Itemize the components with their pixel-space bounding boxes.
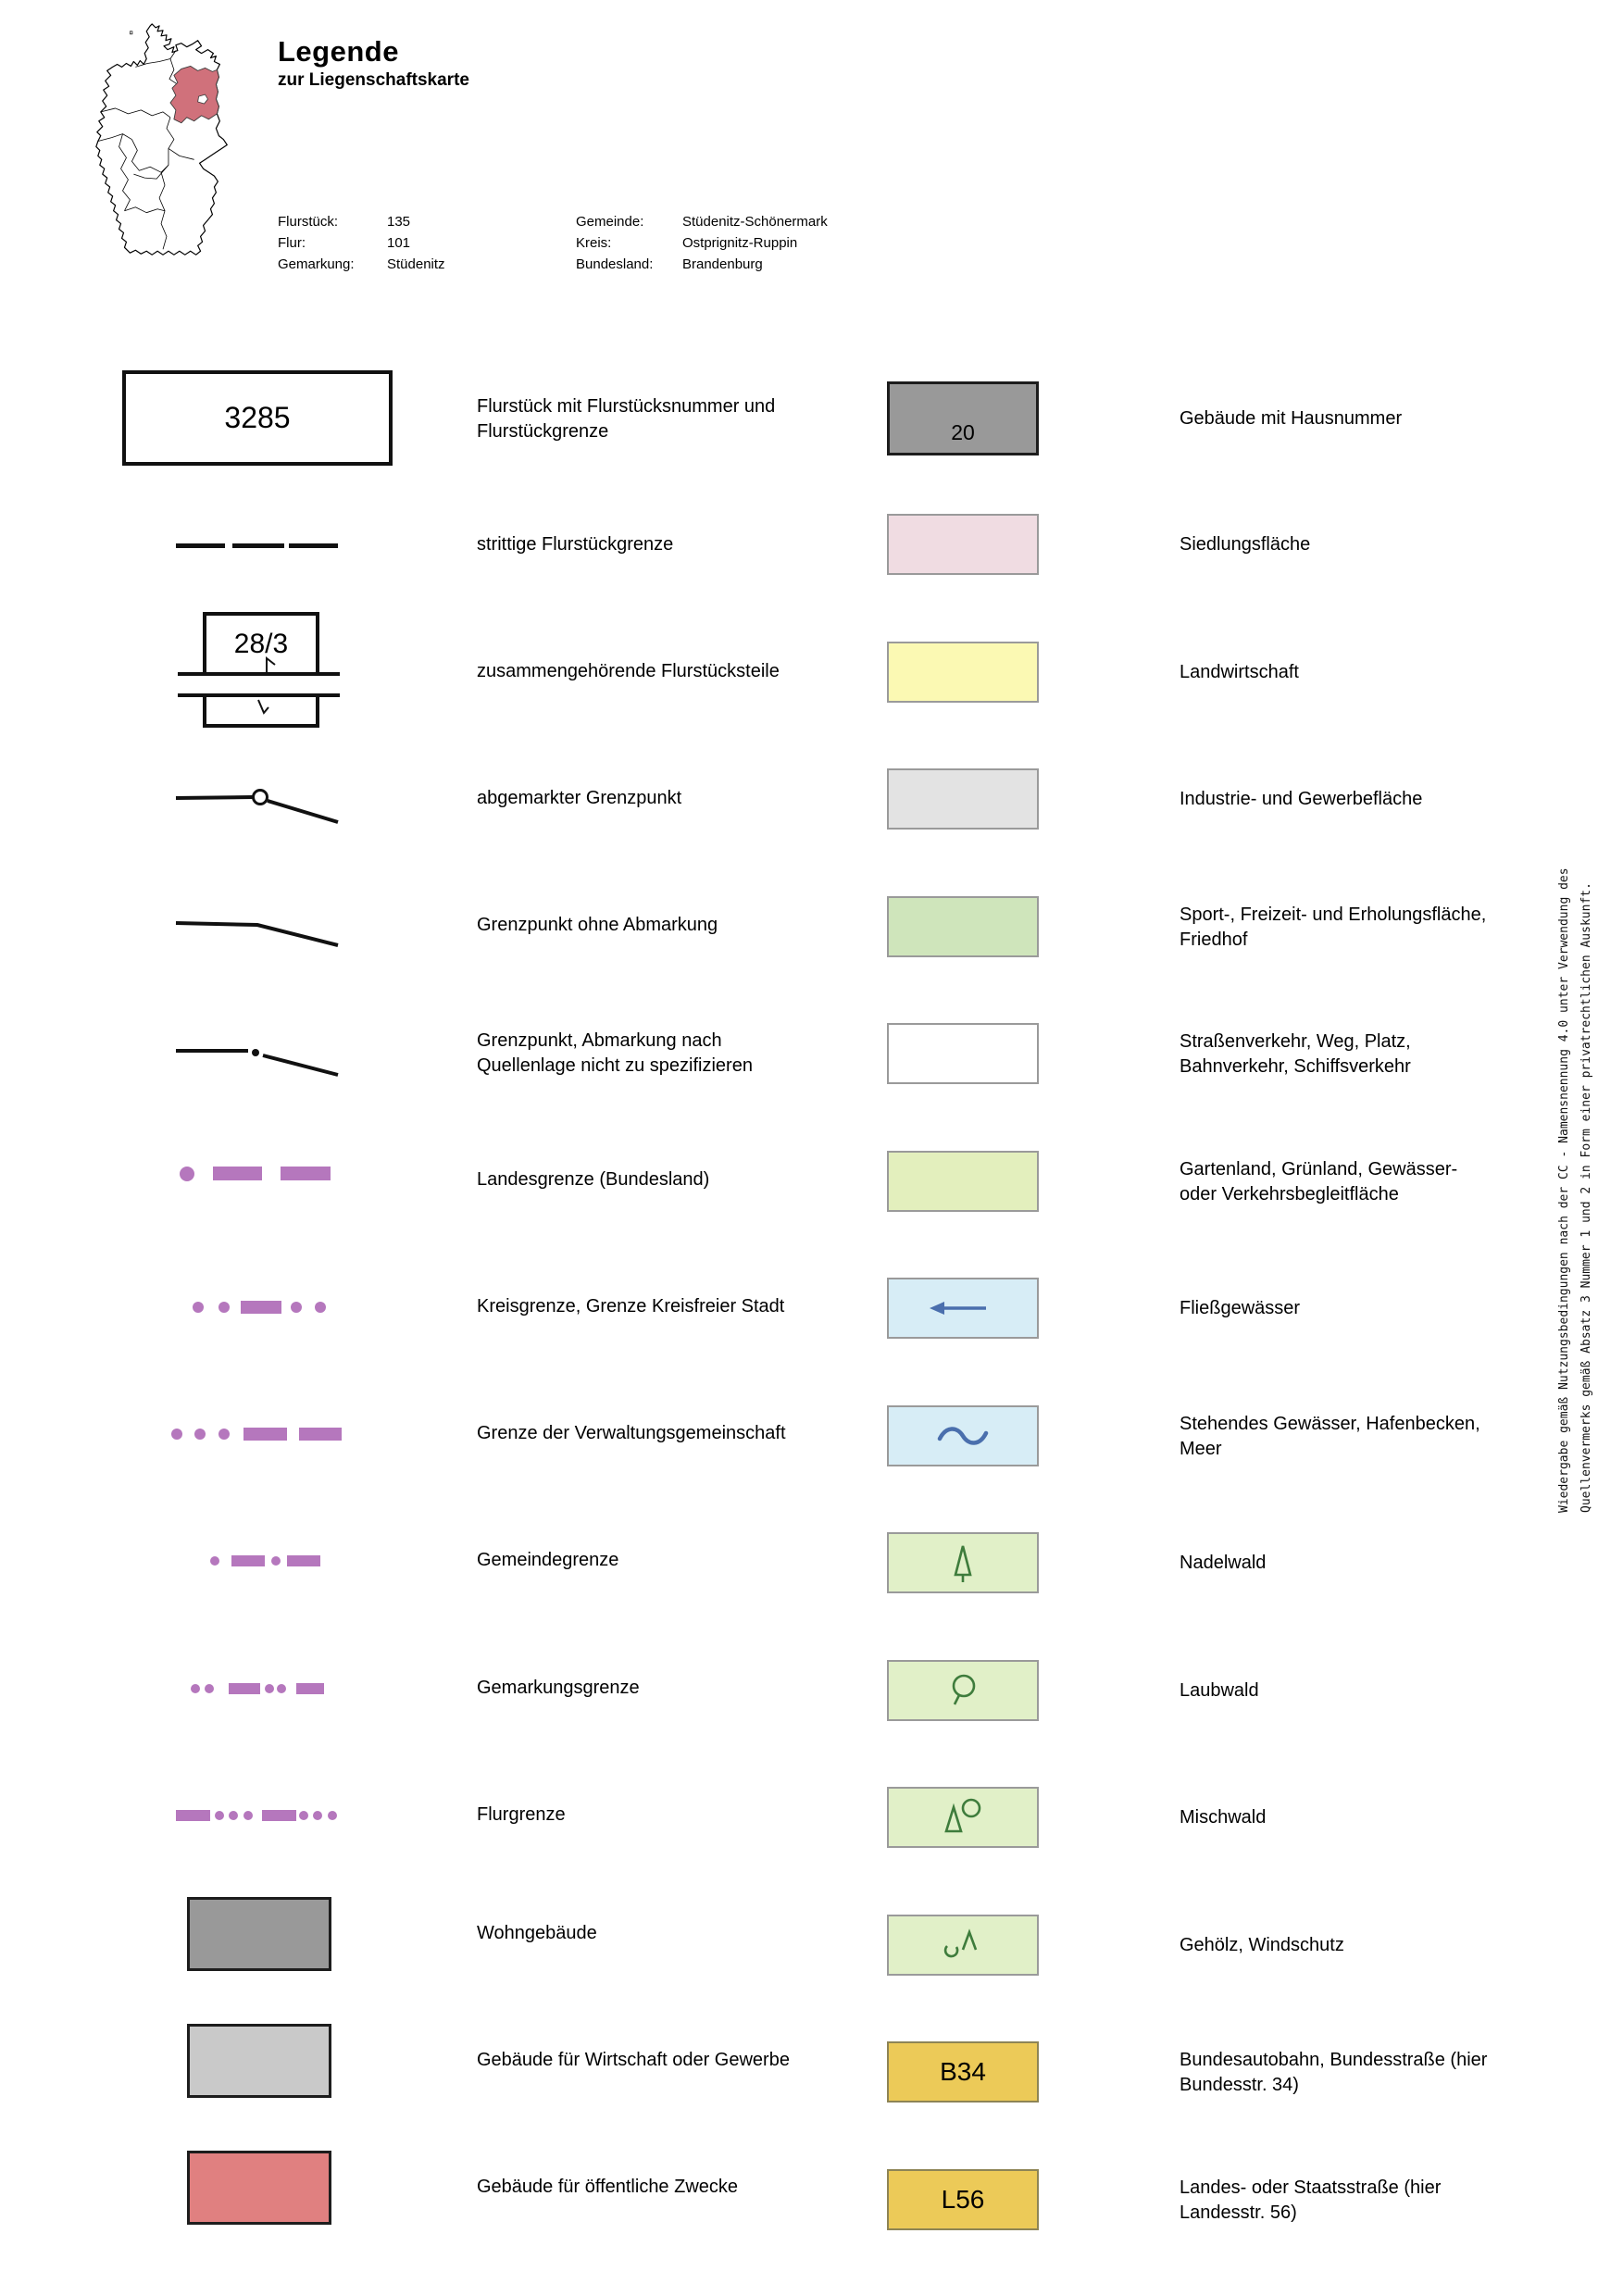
district-border-symbol (193, 1301, 326, 1314)
meta-label: Gemarkung: (278, 256, 355, 272)
unspecified-boundary-point-symbol (176, 1049, 339, 1077)
legend-label: Siedlungsfläche (1180, 534, 1311, 555)
legend-label: Gebäude für öffentliche Zwecke (477, 2177, 739, 2197)
garden-green-swatch (887, 1151, 1039, 1212)
meta-label: Flur: (278, 235, 306, 251)
legend-label: Gemeindegrenze (477, 1550, 619, 1570)
legend-label: Landesgrenze (Bundesland) (477, 1169, 710, 1190)
grove-windbreak-swatch (887, 1915, 1039, 1976)
state-road-sample: L56 (941, 2185, 985, 2214)
grove-icon (943, 1928, 978, 1958)
legend-label: Stehendes Gewässer, Hafenbecken, Meer (1180, 1413, 1480, 1459)
administrative-community-border-symbol (171, 1428, 342, 1441)
combined-parcel-sample: 28/3 (234, 629, 288, 659)
wave-icon (937, 1427, 989, 1445)
berlin-hole (197, 94, 208, 105)
meta-value: 135 (387, 214, 411, 230)
state-border-symbol (180, 1167, 331, 1181)
page-title: Legende (278, 35, 399, 68)
meta-value: 101 (387, 235, 411, 251)
legend-label: Bundesautobahn, Bundesstraße (hier Bunde… (1180, 2049, 1488, 2095)
license-note-line2: Quellenvermerks gemäß Absatz 3 Nummer 1 … (1579, 882, 1593, 1513)
meta-label: Kreis: (576, 235, 612, 251)
legend-label: Nadelwald (1180, 1553, 1267, 1573)
conifer-tree-icon (954, 1545, 972, 1582)
settlement-swatch (887, 514, 1039, 575)
flowing-water-swatch (887, 1278, 1039, 1339)
parcel-number-symbol: 3285 (122, 370, 393, 466)
legend-label: abgemarkter Grenzpunkt (477, 788, 682, 808)
legend-label: Landwirtschaft (1180, 662, 1299, 682)
meta-value: Stüdenitz (387, 256, 445, 272)
meta-value: Stüdenitz-Schönermark (682, 214, 828, 230)
field-border-symbol (176, 1810, 337, 1821)
marked-boundary-point-symbol (175, 789, 339, 824)
mixed-forest-swatch (887, 1787, 1039, 1848)
legend-label: Flurstück mit Flurstücksnummer und Flurs… (477, 395, 776, 442)
residential-building-swatch (187, 1897, 331, 1971)
disputed-boundary-symbol (176, 543, 338, 548)
unmarked-boundary-point-symbol (175, 921, 339, 947)
state-road-swatch: L56 (887, 2169, 1039, 2230)
sport-leisure-swatch (887, 896, 1039, 957)
legend-label: Mischwald (1180, 1807, 1267, 1828)
legend-label: Gartenland, Grünland, Gewässer- oder Ver… (1180, 1158, 1458, 1204)
flow-arrow-icon (930, 1302, 986, 1315)
commercial-building-swatch (187, 2024, 331, 2098)
parcel-metadata: Flurstück: 135 Flur: 101 Gemarkung: Stüdeni… (278, 211, 445, 275)
license-note: Wiedergabe gemäß Nutzungsbedingungen nac… (1554, 846, 1598, 1513)
brandenburg-shape (169, 65, 219, 124)
parcel-number-sample: 3285 (224, 401, 291, 434)
legend-label: Gebäude für Wirtschaft oder Gewerbe (477, 2050, 790, 2070)
germany-map (95, 23, 228, 256)
legend-label: Gehölz, Windschutz (1180, 1935, 1344, 1955)
legend-label: Flurgrenze (477, 1804, 566, 1825)
meta-value: Brandenburg (682, 256, 763, 272)
house-number-sample: 20 (951, 420, 975, 444)
legend-label: Gemarkungsgrenze (477, 1678, 640, 1698)
meta-label: Bundesland: (576, 256, 654, 272)
legend-label: Landes- oder Staatsstraße (hier Landesst… (1180, 2177, 1442, 2223)
legend-label: Grenzpunkt, Abmarkung nach Quellenlage n… (477, 1029, 753, 1076)
legend-label: strittige Flurstückgrenze (477, 534, 674, 555)
cadastral-district-border-symbol (191, 1683, 324, 1694)
federal-road-sample: B34 (940, 2057, 986, 2086)
federal-road-swatch: B34 (887, 2041, 1039, 2103)
meta-label: Flurstück: (278, 214, 339, 230)
agriculture-swatch (887, 642, 1039, 703)
conifer-forest-swatch (887, 1532, 1039, 1593)
legend-label: Gebäude mit Hausnummer (1180, 408, 1403, 429)
page-subtitle: zur Liegenschaftskarte (278, 70, 469, 90)
standing-water-swatch (887, 1405, 1039, 1466)
region-metadata: Gemeinde: Stüdenitz-Schönermark Kreis: Ost… (576, 211, 828, 275)
legend-label: Sport-, Freizeit- und Erholungsfläche, F… (1180, 904, 1487, 950)
mixed-forest-icon (944, 1798, 981, 1833)
germany-outline (95, 23, 228, 256)
legend-label: Kreisgrenze, Grenze Kreisfreier Stadt (477, 1296, 785, 1316)
building-with-number-swatch: 20 (887, 381, 1039, 455)
traffic-swatch (887, 1023, 1039, 1084)
meta-label: Gemeinde: (576, 214, 644, 230)
deciduous-tree-icon (952, 1674, 976, 1705)
state-borders (97, 50, 194, 250)
legend-label: Grenze der Verwaltungsgemeinschaft (477, 1423, 786, 1443)
legend-label: Grenzpunkt ohne Abmarkung (477, 915, 718, 935)
island-speck (130, 31, 133, 35)
deciduous-forest-swatch (887, 1660, 1039, 1721)
municipality-border-symbol (210, 1555, 320, 1566)
legend-label: zusammengehörende Flurstücksteile (477, 661, 780, 681)
legend-label: Wohngebäude (477, 1923, 597, 1943)
combined-parcel-symbol: 28/3 (178, 612, 340, 728)
legend-label: Industrie- und Gewerbefläche (1180, 789, 1423, 809)
industry-swatch (887, 768, 1039, 830)
legend-label: Laubwald (1180, 1680, 1259, 1701)
legend-label: Fließgewässer (1180, 1298, 1301, 1318)
license-note-line1: Wiedergabe gemäß Nutzungsbedingungen nac… (1557, 867, 1571, 1513)
meta-value: Ostprignitz-Ruppin (682, 235, 798, 251)
public-building-swatch (187, 2151, 331, 2225)
legend-label: Straßenverkehr, Weg, Platz, Bahnverkehr,… (1180, 1030, 1411, 1077)
